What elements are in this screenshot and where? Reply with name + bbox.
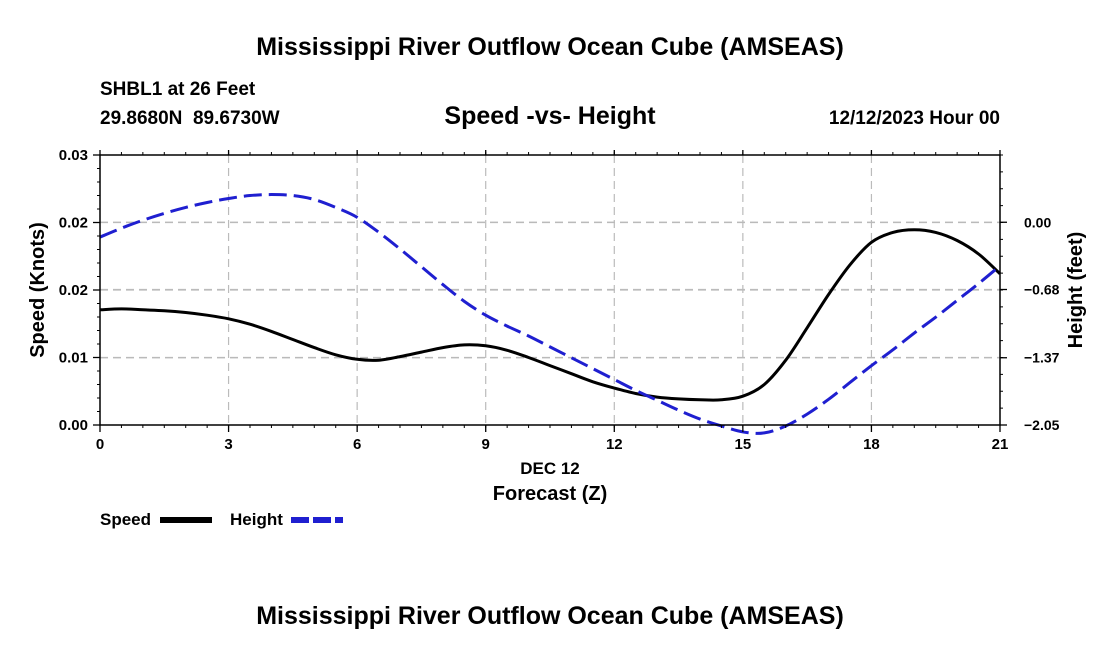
x-tick-label: 18 xyxy=(863,436,880,453)
y-left-tick-label: 0.02 xyxy=(59,215,88,232)
series-speed-line xyxy=(99,228,1002,402)
x-tick-label: 0 xyxy=(96,436,104,453)
datetime-label: 12/12/2023 Hour 00 xyxy=(829,108,1000,129)
y-left-tick-label: 0.03 xyxy=(59,147,88,164)
main-title: Mississippi River Outflow Ocean Cube (AM… xyxy=(256,33,844,61)
x-axis-date-label: DEC 12 xyxy=(520,459,580,478)
coords-label: 29.8680N 89.6730W xyxy=(100,108,280,129)
y-right-tick-label: −0.68 xyxy=(1024,282,1060,298)
x-tick-label: 21 xyxy=(992,436,1009,453)
x-tick-label: 15 xyxy=(735,436,752,453)
legend: Speed Height xyxy=(100,510,343,529)
series-layer xyxy=(99,193,1002,435)
chart-subtitle: Speed -vs- Height xyxy=(444,102,656,130)
footer-title: Mississippi River Outflow Ocean Cube (AM… xyxy=(256,602,844,630)
x-tick-label: 6 xyxy=(353,436,361,453)
y-right-tick-label: 0.00 xyxy=(1024,214,1051,230)
y-left-tick-label: 0.02 xyxy=(59,282,88,299)
legend-height-label: Height xyxy=(230,510,283,529)
y-axis-right-label: Height (feet) xyxy=(1065,232,1087,349)
x-tick-label: 3 xyxy=(224,436,232,453)
legend-speed-label: Speed xyxy=(100,510,151,529)
station-label: SHBL1 at 26 Feet xyxy=(100,79,256,100)
y-right-tick-label: −1.37 xyxy=(1024,350,1060,366)
axes: 0 3 6 9 12 15 18 21 0.00 0.01 0.02 0.02 0.03 −2.05 −1.… xyxy=(59,147,1060,453)
grid xyxy=(100,155,1000,425)
y-axis-left-label: Speed (Knots) xyxy=(27,222,49,358)
x-tick-label: 12 xyxy=(606,436,623,453)
y-right-tick-label: −2.05 xyxy=(1024,417,1060,433)
y-left-tick-label: 0.01 xyxy=(59,350,88,367)
x-axis-label: Forecast (Z) xyxy=(493,483,607,505)
x-tick-label: 9 xyxy=(482,436,490,453)
series-height-line xyxy=(99,193,1001,435)
y-left-tick-label: 0.00 xyxy=(59,417,88,434)
